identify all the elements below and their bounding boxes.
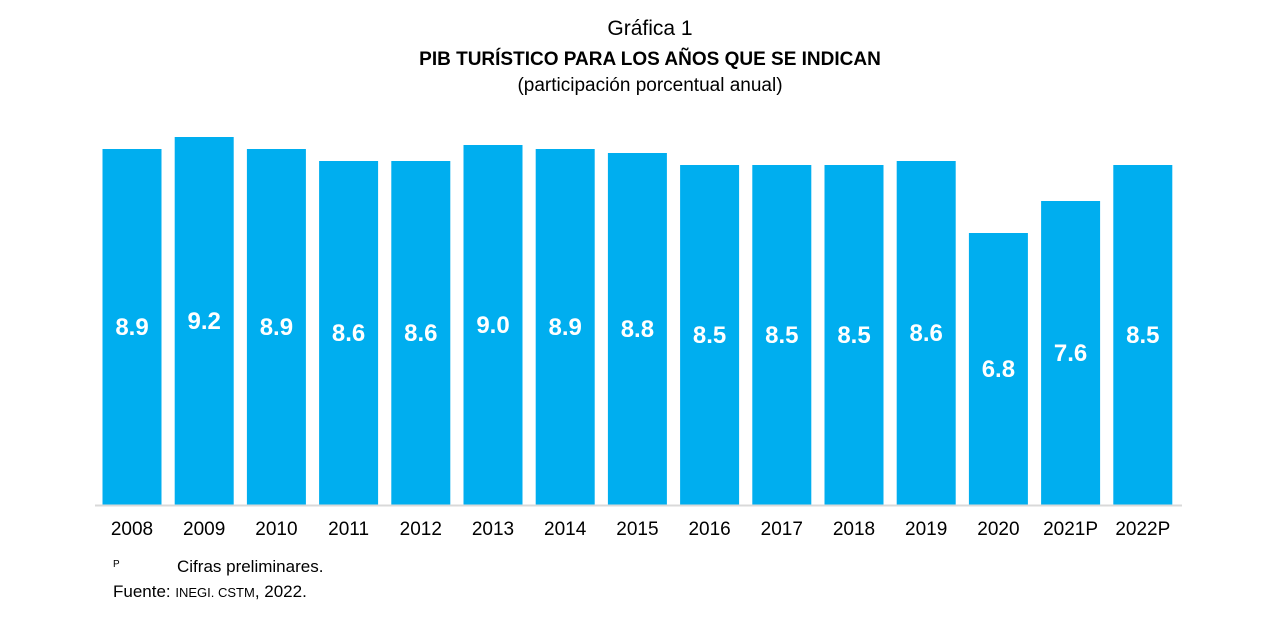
bar-chart: 8.9 9.2 8.9 8.6 8.6 9.0 8.9 8.8 8.5 8.5 8.5 8.6 6.8 7… (95, 137, 1182, 540)
bar-2021P (1041, 201, 1101, 505)
source-note: Fuente: INEGI. CSTM, 2022. (113, 582, 307, 602)
bar-2008 (102, 149, 162, 505)
bar-2014 (535, 149, 595, 505)
data-label-2011: 8.6 (332, 320, 365, 347)
footnote-preliminary: P Cifras preliminares. (113, 557, 323, 577)
x-tick-label-2022P: 2022P (1115, 519, 1170, 540)
x-tick-label-2013: 2013 (472, 519, 514, 540)
x-tick-label-2019: 2019 (905, 519, 947, 540)
bars-layer: 8.9 9.2 8.9 8.6 8.6 9.0 8.9 8.8 8.5 8.5 8.5 8.6 6.8 7… (102, 137, 1173, 505)
x-tick-label-2017: 2017 (761, 519, 803, 540)
data-label-2015: 8.8 (621, 316, 654, 343)
data-label-2017: 8.5 (765, 322, 798, 349)
x-tick-label-2008: 2008 (111, 519, 153, 540)
data-label-2021P: 7.6 (1054, 340, 1087, 367)
x-tick-label-2012: 2012 (400, 519, 442, 540)
data-label-2019: 8.6 (910, 320, 943, 347)
bar-2016 (680, 165, 740, 505)
footnote-marker: P (113, 559, 120, 570)
data-label-2020: 6.8 (982, 356, 1015, 383)
data-label-2008: 8.9 (115, 314, 148, 341)
data-label-2018: 8.5 (837, 322, 870, 349)
bar-2019 (896, 161, 956, 505)
data-label-2016: 8.5 (693, 322, 726, 349)
chart-subtitle: (participación porcentual anual) (517, 75, 783, 96)
data-label-2013: 9.0 (476, 312, 509, 339)
footnote-text: Cifras preliminares. (177, 557, 324, 576)
source-org: INEGI. CSTM (175, 585, 255, 600)
source-suffix: , 2022. (254, 582, 307, 601)
x-tick-label-2011: 2011 (328, 519, 369, 540)
x-tick-label-2020: 2020 (977, 519, 1019, 540)
x-tick-label-2018: 2018 (833, 519, 875, 540)
data-label-2009: 9.2 (188, 308, 221, 335)
x-tick-label-2015: 2015 (616, 519, 658, 540)
x-tick-label-2009: 2009 (183, 519, 225, 540)
bar-2011 (319, 161, 379, 505)
chart-title: PIB TURÍSTICO PARA LOS AÑOS QUE SE INDIC… (419, 49, 881, 70)
data-label-2014: 8.9 (549, 314, 582, 341)
bar-2010 (246, 149, 306, 505)
bar-2020 (968, 233, 1028, 505)
x-tick-labels: 2008 2009 2010 2011 2012 2013 2014 2015 2016 2017… (111, 519, 1170, 540)
chart-label: Gráfica 1 (607, 17, 693, 40)
bar-2013 (463, 145, 523, 505)
data-label-2010: 8.9 (260, 314, 293, 341)
x-tick-label-2010: 2010 (255, 519, 297, 540)
data-label-2012: 8.6 (404, 320, 437, 347)
x-tick-label-2021P: 2021P (1043, 519, 1098, 540)
data-label-2022P: 8.5 (1126, 322, 1159, 349)
bar-2015 (607, 153, 667, 505)
bar-2018 (824, 165, 884, 505)
bar-2012 (391, 161, 451, 505)
bar-2017 (752, 165, 812, 505)
bar-2009 (174, 137, 234, 505)
x-tick-label-2014: 2014 (544, 519, 587, 540)
x-tick-label-2016: 2016 (688, 519, 730, 540)
source-prefix: Fuente: (113, 582, 176, 601)
bar-2022P (1113, 165, 1173, 505)
